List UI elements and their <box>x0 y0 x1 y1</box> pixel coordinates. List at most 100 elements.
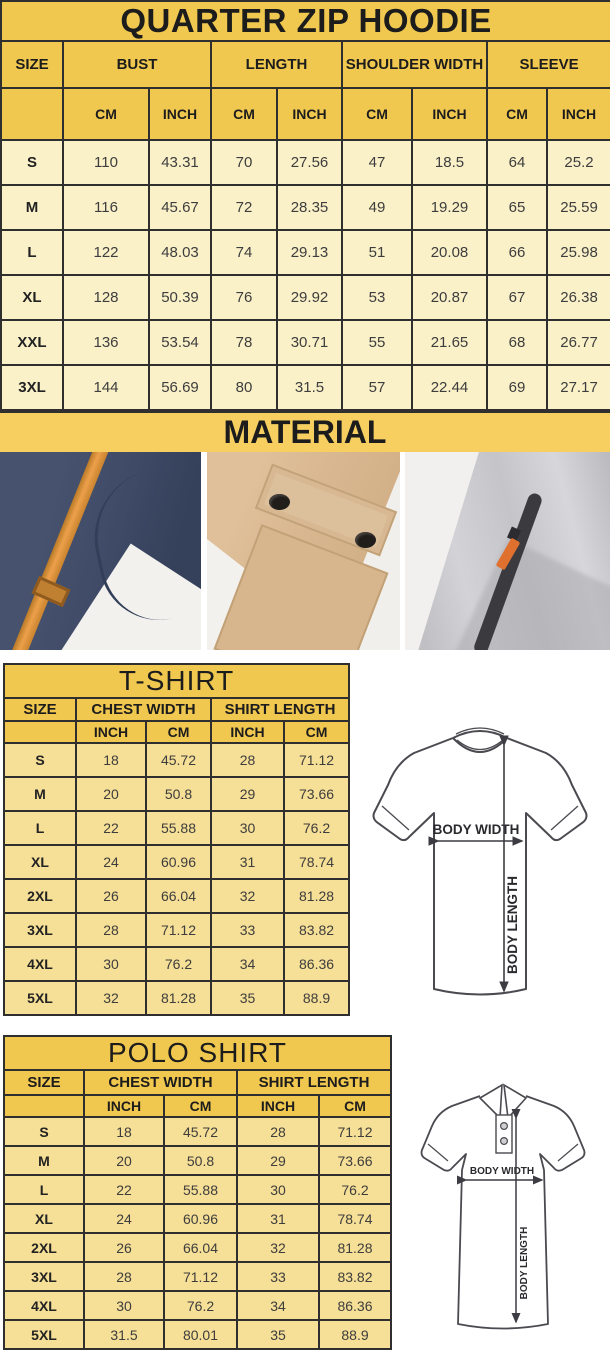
value-cell: 47 <box>341 139 413 186</box>
hoodie-table-title: QUARTER ZIP HOODIE <box>0 0 610 42</box>
value-cell: 128 <box>62 274 150 321</box>
collar-rib-line <box>455 727 505 735</box>
table-row: 2XL 26 66.04 32 81.28 <box>3 1232 392 1263</box>
size-cell: S <box>0 139 64 186</box>
table-row: S 18 45.72 28 71.12 <box>3 742 351 778</box>
value-cell: 27.56 <box>276 139 343 186</box>
value-cell: 31.5 <box>83 1319 165 1350</box>
table-row: 3XL 28 71.12 33 83.82 <box>3 1261 392 1292</box>
value-cell: 27.17 <box>545 364 610 411</box>
value-cell: 18 <box>83 1116 165 1147</box>
value-cell: 50.39 <box>148 274 212 321</box>
size-cell: XL <box>3 844 77 880</box>
size-cell: 2XL <box>3 878 77 914</box>
size-cell: M <box>3 1145 85 1176</box>
polo-button <box>499 1121 508 1130</box>
table-row: 4XL 30 76.2 34 86.36 <box>3 946 351 982</box>
size-cell: S <box>3 742 77 778</box>
size-cell: 4XL <box>3 1290 85 1321</box>
unit-header-inch: INCH <box>545 87 610 141</box>
value-cell: 60.96 <box>145 844 212 880</box>
value-cell: 29 <box>236 1145 320 1176</box>
size-cell: 5XL <box>3 1319 85 1350</box>
value-cell: 43.31 <box>148 139 212 186</box>
table-title-row: T-SHIRT <box>2 663 351 699</box>
value-cell: 22 <box>83 1174 165 1205</box>
value-cell: 60.96 <box>163 1203 238 1234</box>
value-cell: 50.8 <box>163 1145 238 1176</box>
table-row: 3XL 144 56.69 80 31.5 57 22.44 69 27.17 <box>0 364 610 411</box>
size-cell: 2XL <box>3 1232 85 1263</box>
value-cell: 25.98 <box>545 229 610 276</box>
size-cell: L <box>0 229 64 276</box>
value-cell: 32 <box>210 878 285 914</box>
size-cell: 4XL <box>3 946 77 982</box>
collar-right <box>503 1083 528 1120</box>
shirt-length-column-header: SHIRT LENGTH <box>236 1069 392 1096</box>
value-cell: 83.82 <box>318 1261 392 1292</box>
body-length-label: BODY LENGTH <box>519 1227 530 1300</box>
empty-cell <box>3 1094 85 1118</box>
value-cell: 55 <box>341 319 413 366</box>
value-cell: 56.69 <box>148 364 212 411</box>
value-cell: 57 <box>341 364 413 411</box>
value-cell: 32 <box>75 980 147 1016</box>
value-cell: 30 <box>236 1174 320 1205</box>
size-cell: 3XL <box>3 912 77 948</box>
hoodie-size-table: QUARTER ZIP HOODIE SIZE BUST LENGTH SHOU… <box>0 0 610 411</box>
value-cell: 76.2 <box>145 946 212 982</box>
value-cell: 48.03 <box>148 229 212 276</box>
value-cell: 32 <box>236 1232 320 1263</box>
value-cell: 86.36 <box>318 1290 392 1321</box>
unit-header-inch: INCH <box>236 1094 320 1118</box>
value-cell: 29.13 <box>276 229 343 276</box>
table-row: 5XL 31.5 80.01 35 88.9 <box>3 1319 392 1350</box>
value-cell: 81.28 <box>145 980 212 1016</box>
sleeve-cuff-lines <box>381 805 579 831</box>
value-cell: 73.66 <box>282 776 351 812</box>
shoulder-width-column-header: SHOULDER WIDTH <box>341 40 488 89</box>
table-row: XL 128 50.39 76 29.92 53 20.87 67 26.38 <box>0 274 610 321</box>
polo-size-table: POLO SHIRT SIZE CHEST WIDTH SHIRT LENGTH… <box>3 1035 392 1350</box>
tshirt-size-table: T-SHIRT SIZE CHEST WIDTH SHIRT LENGTH IN… <box>2 663 351 1016</box>
value-cell: 81.28 <box>318 1232 392 1263</box>
unit-header-inch: INCH <box>276 87 343 141</box>
value-cell: 45.67 <box>148 184 212 231</box>
value-cell: 49 <box>341 184 413 231</box>
value-cell: 53 <box>341 274 413 321</box>
table-row: L 122 48.03 74 29.13 51 20.08 66 25.98 <box>0 229 610 276</box>
value-cell: 71.12 <box>145 912 212 948</box>
collar-left <box>478 1083 503 1120</box>
table-title-row: POLO SHIRT <box>3 1035 392 1071</box>
value-cell: 31 <box>236 1203 320 1234</box>
value-cell: 86.36 <box>282 946 351 982</box>
value-cell: 30.71 <box>276 319 343 366</box>
value-cell: 33 <box>210 912 285 948</box>
table-row: S 18 45.72 28 71.12 <box>3 1116 392 1147</box>
value-cell: 50.8 <box>145 776 212 812</box>
value-cell: 76.2 <box>318 1174 392 1205</box>
value-cell: 81.28 <box>282 878 351 914</box>
unit-header-cm: CM <box>210 87 278 141</box>
value-cell: 53.54 <box>148 319 212 366</box>
table-title-row: QUARTER ZIP HOODIE <box>0 0 610 42</box>
value-cell: 110 <box>62 139 150 186</box>
size-cell: 3XL <box>0 364 64 411</box>
value-cell: 80.01 <box>163 1319 238 1350</box>
table-row: 2XL 26 66.04 32 81.28 <box>3 878 351 914</box>
unit-header-inch: INCH <box>83 1094 165 1118</box>
sleeve-column-header: SLEEVE <box>485 40 610 89</box>
value-cell: 30 <box>75 946 147 982</box>
value-cell: 71.12 <box>318 1116 392 1147</box>
unit-header-cm: CM <box>282 720 351 744</box>
collar-rib-line <box>456 739 504 751</box>
khaki-snap-flap-pocket-photo <box>207 452 400 650</box>
navy-fleece-orange-drawstring-photo <box>0 452 201 650</box>
value-cell: 51 <box>341 229 413 276</box>
size-column-header: SIZE <box>3 1069 85 1096</box>
value-cell: 73.66 <box>318 1145 392 1176</box>
unit-header-inch: INCH <box>148 87 212 141</box>
value-cell: 28.35 <box>276 184 343 231</box>
value-cell: 18.5 <box>411 139 488 186</box>
tshirt-table-title: T-SHIRT <box>2 663 351 699</box>
